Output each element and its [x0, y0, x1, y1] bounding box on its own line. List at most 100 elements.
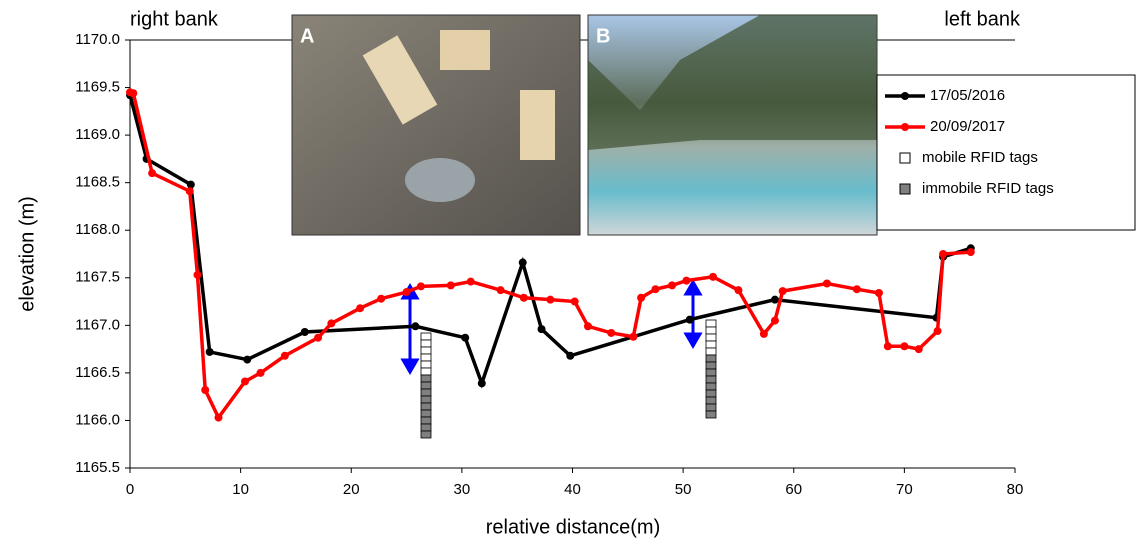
point — [280, 351, 289, 360]
x-tick-label: 20 — [343, 481, 360, 498]
tag — [705, 354, 717, 363]
point — [637, 293, 646, 302]
point — [770, 316, 779, 325]
x-tick-label: 0 — [126, 481, 134, 498]
x-tick-label: 30 — [454, 481, 471, 498]
tag — [705, 347, 717, 356]
point — [566, 351, 575, 360]
point — [446, 281, 455, 290]
x-tick-label: 10 — [232, 481, 249, 498]
wood-block — [440, 30, 490, 70]
y-tick-label: 1170.0 — [75, 31, 120, 48]
point — [148, 169, 157, 178]
tag — [705, 361, 717, 370]
photos — [291, 14, 878, 236]
point — [759, 329, 768, 338]
y-tick-label: 1169.0 — [75, 126, 120, 143]
y-tick-label: 1167.5 — [75, 269, 120, 286]
point — [402, 288, 411, 297]
point — [416, 282, 425, 291]
annotation: right bank — [130, 8, 219, 30]
tag — [420, 374, 432, 383]
tag — [420, 353, 432, 362]
y-tick-label: 1166.5 — [75, 364, 120, 381]
tag — [420, 423, 432, 432]
point — [214, 413, 223, 422]
point — [185, 187, 194, 196]
point — [518, 258, 527, 267]
point — [186, 180, 195, 189]
tag — [420, 339, 432, 348]
tag — [705, 333, 717, 342]
point — [822, 279, 831, 288]
point — [546, 295, 555, 304]
y-tick-label: 1168.0 — [75, 221, 120, 238]
y-tick-label: 1167.0 — [75, 316, 120, 333]
x-tick-label: 70 — [896, 481, 913, 498]
rfid-tags — [420, 319, 717, 439]
point — [519, 293, 528, 302]
point — [682, 276, 691, 285]
point — [300, 327, 309, 336]
legend — [876, 74, 1136, 231]
point — [377, 294, 386, 303]
annotation: left bank — [944, 8, 1021, 30]
point — [314, 333, 323, 342]
point — [770, 295, 779, 304]
point — [939, 250, 948, 258]
tag — [420, 346, 432, 355]
point — [466, 277, 475, 286]
legend-label: 20/09/2017 — [930, 118, 1005, 135]
point — [241, 377, 250, 386]
point — [874, 288, 883, 297]
tag — [420, 360, 432, 369]
y-tick-label: 1165.5 — [75, 459, 120, 476]
tag — [420, 430, 432, 439]
point — [966, 248, 975, 257]
arrows — [400, 279, 703, 375]
x-axis-label: relative distance(m) — [486, 516, 661, 538]
y-tick-label: 1166.0 — [75, 411, 120, 428]
tag — [705, 375, 717, 384]
tag — [705, 389, 717, 398]
tag — [705, 382, 717, 391]
point — [852, 285, 861, 294]
y-axis-label: elevation (m) — [16, 196, 38, 312]
point — [537, 325, 546, 334]
point — [477, 379, 486, 388]
point — [193, 270, 202, 279]
point — [629, 332, 638, 341]
x-tick-label: 50 — [675, 481, 692, 498]
point — [607, 328, 616, 337]
tag — [705, 368, 717, 377]
point — [205, 347, 214, 356]
legend-marker — [901, 92, 909, 100]
tag — [705, 326, 717, 335]
x-tick-label: 40 — [564, 481, 581, 498]
mountains — [588, 15, 877, 150]
point — [243, 355, 252, 364]
tag — [420, 367, 432, 376]
tag — [705, 319, 717, 328]
legend-swatch — [899, 183, 911, 195]
y-tick-label: 1169.5 — [75, 79, 120, 96]
arrow-head — [683, 279, 703, 296]
legend-swatch — [899, 152, 911, 164]
point — [883, 342, 892, 351]
y-tick-label: 1168.5 — [75, 174, 120, 191]
point — [900, 342, 909, 351]
tag — [705, 396, 717, 405]
point — [570, 297, 579, 306]
point — [411, 322, 420, 331]
arrow-head — [400, 358, 420, 375]
tag — [420, 402, 432, 411]
point — [327, 319, 336, 328]
point — [496, 286, 505, 295]
photo-label: B — [596, 25, 610, 47]
tag — [420, 332, 432, 341]
stone — [405, 158, 475, 202]
tag — [420, 416, 432, 425]
point — [668, 281, 677, 290]
point — [778, 287, 787, 296]
